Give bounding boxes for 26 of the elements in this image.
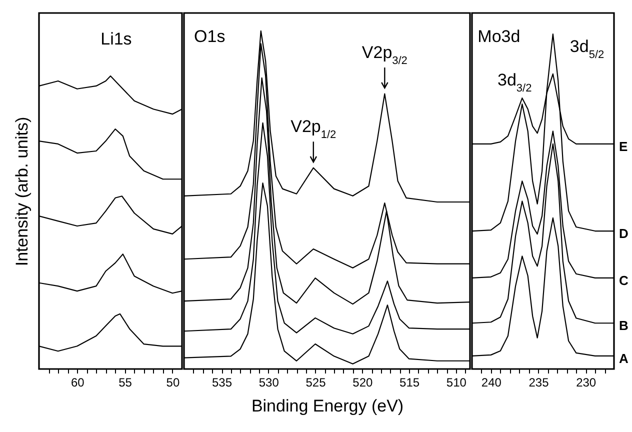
series-label: E bbox=[619, 138, 628, 154]
x-tick-label: 520 bbox=[352, 376, 373, 390]
x-tick-label: 525 bbox=[306, 376, 326, 390]
annotation: 3d$_{3/2}$ bbox=[497, 70, 532, 95]
x-tick-label: 240 bbox=[481, 376, 502, 390]
x-tick-label: 510 bbox=[446, 376, 467, 390]
series-label: D bbox=[619, 226, 628, 242]
x-tick-label: 60 bbox=[70, 376, 85, 390]
x-tick-label: 515 bbox=[400, 376, 420, 390]
x-tick-label: 235 bbox=[528, 376, 550, 390]
annotation: O1s bbox=[194, 26, 226, 46]
x-axis-title: Binding Energy (eV) bbox=[251, 396, 404, 416]
y-axis-title: Intensity (arb. units) bbox=[12, 116, 32, 266]
annotation: 3d$_{5/2}$ bbox=[570, 36, 604, 61]
x-tick-label: 50 bbox=[166, 376, 180, 390]
x-tick-label: 530 bbox=[258, 376, 280, 390]
series-label: A bbox=[619, 350, 629, 366]
x-tick-label: 230 bbox=[576, 376, 596, 390]
annotation: V2p$_{3/2}$ bbox=[362, 42, 408, 67]
annotation: Mo3d bbox=[478, 26, 520, 46]
annotation: V2p$_{1/2}$ bbox=[290, 116, 336, 141]
x-tick-label: 55 bbox=[118, 376, 132, 390]
x-tick-label: 535 bbox=[212, 376, 232, 390]
series-label: C bbox=[619, 272, 629, 288]
text: Li1s bbox=[100, 30, 132, 49]
series-label: B bbox=[619, 318, 628, 334]
